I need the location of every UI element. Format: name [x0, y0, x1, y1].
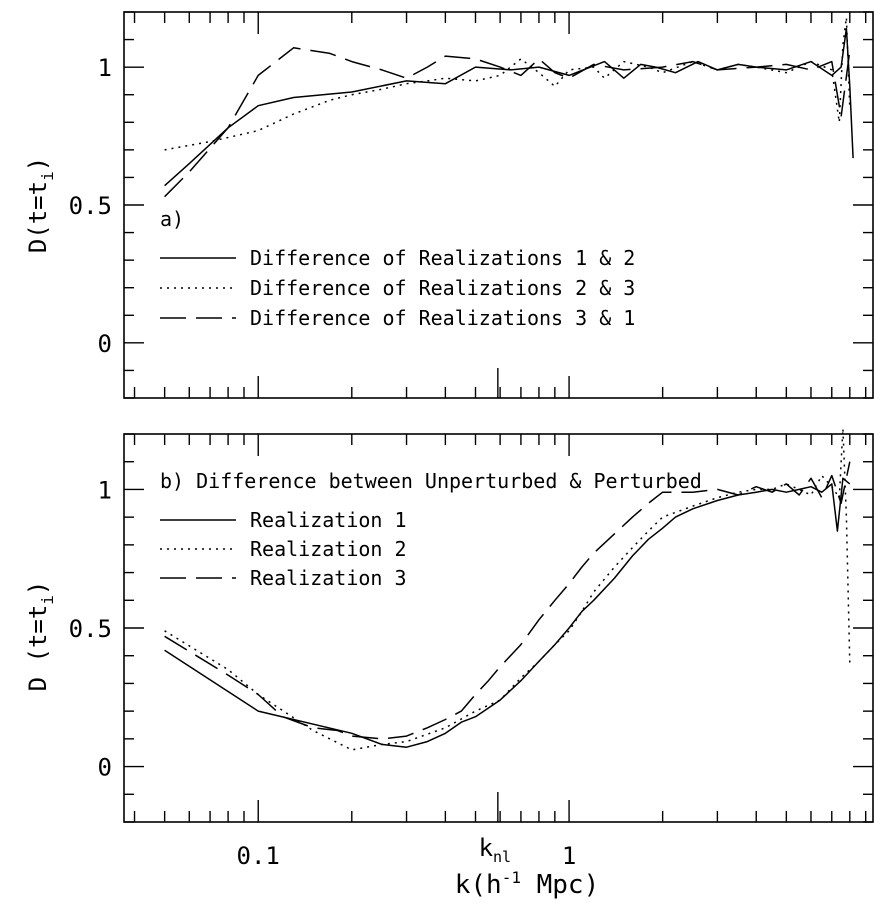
- legend-label-3: Realization 3: [250, 566, 407, 590]
- y-tick-label: 0.5: [69, 615, 112, 643]
- y-axis-label-close: ): [24, 581, 52, 595]
- series-line-2: [164, 16, 851, 151]
- panel-a: 0 0.5 1 D(t=ti) a) Difference of Realizations…: [24, 11, 874, 399]
- x-axis-label-rest: Mpc): [521, 870, 599, 900]
- y-axis-label-sub: i: [38, 171, 57, 181]
- panel-label: b) Difference between Unperturbed & Pert…: [160, 469, 702, 493]
- y-axis-label: D(t=ti): [24, 157, 57, 253]
- x-axis-label-sup: -1: [502, 868, 521, 887]
- x-axis-label: k(h-1 Mpc): [455, 868, 600, 900]
- panel-label: a): [160, 207, 184, 231]
- knl-label: knl: [479, 834, 512, 866]
- y-axis-label: D (t=ti): [24, 581, 57, 692]
- panel-b: 0 0.5 1 0.1 1 knl D (t=ti) k(h-1 Mpc) b) Differe…: [24, 427, 874, 900]
- legend-label-2: Realization 2: [250, 537, 407, 561]
- legend-label-1: Difference of Realizations 1 & 2: [250, 246, 635, 270]
- series-line-3: [164, 461, 851, 740]
- y-tick-label: 0: [98, 330, 112, 358]
- series-line-1: [164, 27, 854, 187]
- y-tick-label: 0: [98, 754, 112, 782]
- y-axis-label-sub: i: [38, 595, 57, 605]
- plot-frame: [123, 11, 874, 399]
- y-tick-label: 0.5: [69, 192, 112, 220]
- x-tick-label: 1: [562, 842, 576, 870]
- y-axis-label-close: ): [24, 157, 52, 171]
- legend-label-3: Difference of Realizations 3 & 1: [250, 306, 635, 330]
- knl-subscript: nl: [493, 848, 511, 866]
- x-tick-label: 0.1: [237, 842, 280, 870]
- y-tick-label: 1: [98, 54, 112, 82]
- series-line-3: [164, 47, 851, 198]
- series-line-1: [164, 477, 851, 748]
- y-tick-label: 1: [98, 476, 112, 504]
- legend-label-2: Difference of Realizations 2 & 3: [250, 276, 635, 300]
- legend-label-1: Realization 1: [250, 508, 407, 532]
